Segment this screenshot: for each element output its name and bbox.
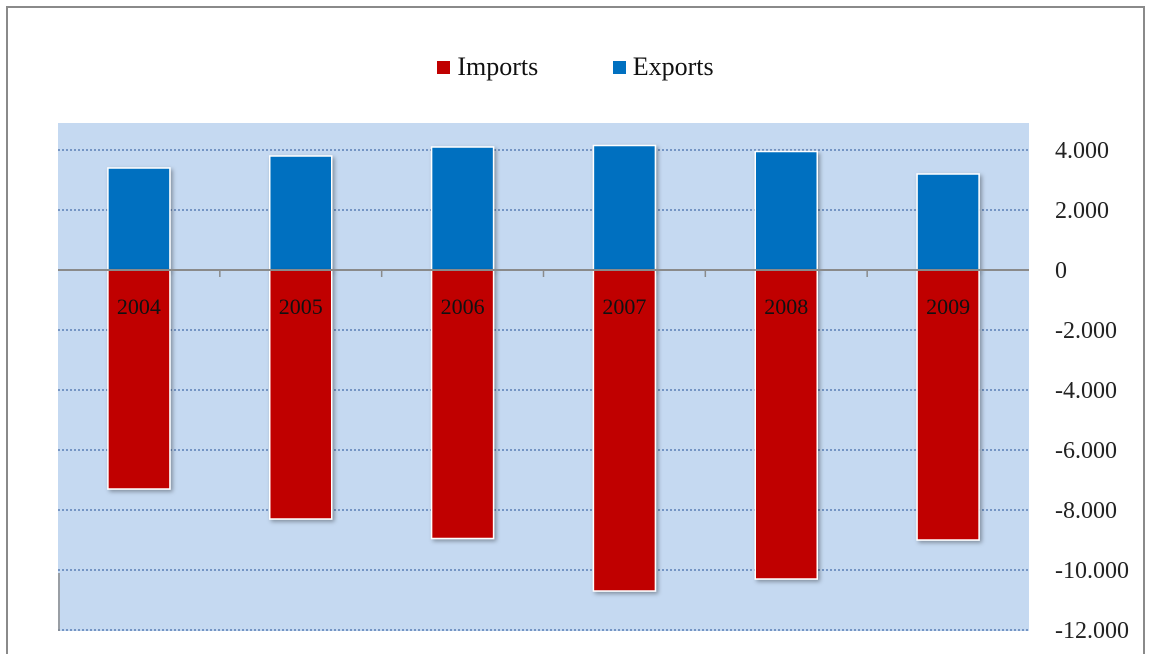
x-category-label: 2008 xyxy=(764,294,808,319)
x-category-label: 2005 xyxy=(279,294,323,319)
bar-imports-2009 xyxy=(916,269,980,541)
bar-exports-2006 xyxy=(430,146,495,271)
bars xyxy=(107,144,980,592)
bar-exports-2008 xyxy=(754,150,818,271)
x-category-label: 2009 xyxy=(926,294,970,319)
y-tick-label: -2.000 xyxy=(1055,318,1117,344)
y-tick-label: -8.000 xyxy=(1055,498,1117,524)
y-tick-label: -12.000 xyxy=(1055,618,1129,644)
bar-exports-2009 xyxy=(916,173,980,271)
legend: Imports Exports xyxy=(0,52,1151,82)
legend-label-exports: Exports xyxy=(632,52,714,81)
x-category-label: 2007 xyxy=(602,294,646,319)
legend-swatch-exports xyxy=(612,61,626,74)
bar-exports-2007 xyxy=(592,144,657,271)
plot-area xyxy=(58,123,1029,631)
bar-imports-2005 xyxy=(269,269,333,520)
gridlines xyxy=(58,149,1029,631)
y-tick-label: -6.000 xyxy=(1055,438,1117,464)
y-tick-label: 2.000 xyxy=(1055,198,1109,224)
axes xyxy=(58,269,1029,631)
y-tick-label: -10.000 xyxy=(1055,558,1129,584)
legend-item-imports: Imports xyxy=(437,52,538,82)
legend-item-exports: Exports xyxy=(612,52,714,82)
y-tick-label: 4.000 xyxy=(1055,138,1109,164)
legend-label-imports: Imports xyxy=(457,52,539,81)
labels: 4.000 2.000 0 -2.000 -4.000 -6.000 -8.000 -10.0… xyxy=(117,138,1129,644)
x-category-label: 2006 xyxy=(441,294,485,319)
bar-exports-2005 xyxy=(269,155,333,271)
y-tick-label: -4.000 xyxy=(1055,378,1117,404)
bar-imports-2004 xyxy=(107,269,171,490)
y-tick-label: 0 xyxy=(1055,258,1067,284)
bar-exports-2004 xyxy=(107,167,171,271)
bar-imports-2007 xyxy=(592,269,657,592)
legend-swatch-imports xyxy=(437,61,451,74)
x-category-label: 2004 xyxy=(117,294,161,319)
